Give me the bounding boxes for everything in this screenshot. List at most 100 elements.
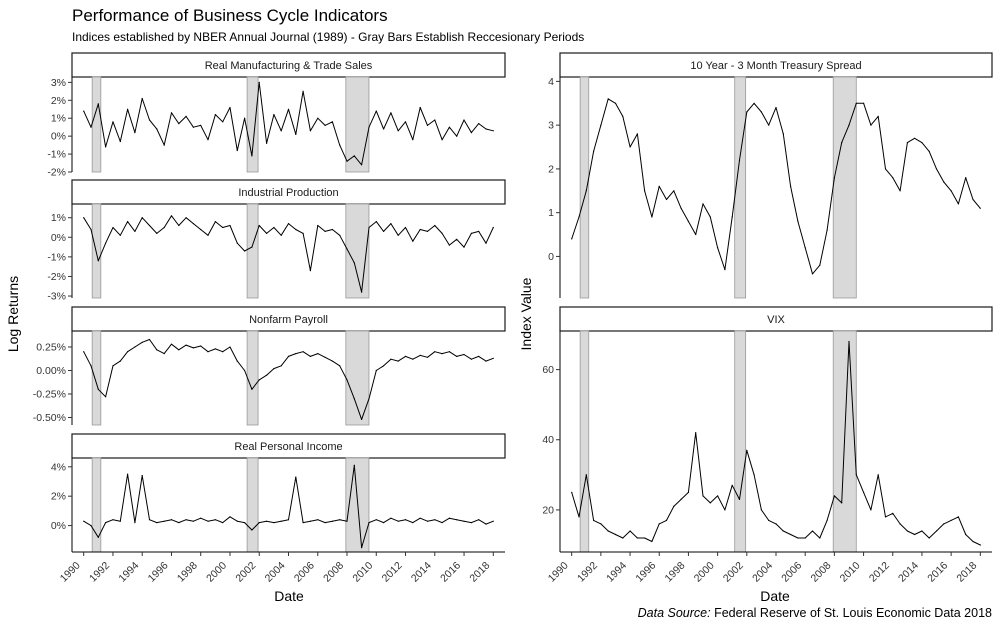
data-point (775, 523, 777, 525)
data-point (236, 520, 238, 522)
series-line (83, 215, 494, 293)
data-point (892, 177, 894, 179)
data-point (207, 234, 209, 236)
data-point (383, 522, 385, 524)
recession-bar (246, 457, 259, 553)
data-point (339, 144, 341, 146)
data-point (244, 250, 246, 252)
y-tick-label: -3% (47, 291, 66, 303)
right-y-axis-title: Index Value (518, 277, 534, 350)
data-point (346, 520, 348, 522)
data-point (965, 177, 967, 179)
data-point (353, 155, 355, 157)
data-point (346, 379, 348, 381)
y-tick-label: -0.50% (33, 412, 66, 424)
data-point (112, 365, 114, 367)
data-point (914, 137, 916, 139)
data-point (141, 97, 143, 100)
data-point (724, 509, 726, 511)
data-point (346, 160, 348, 162)
panel-1: Real Manufacturing & Trade Sales -2% -1% 0%… (47, 52, 506, 179)
data-point (972, 540, 974, 543)
panel-strip-title: Real Manufacturing & Trade Sales (205, 60, 373, 72)
data-point (266, 374, 268, 376)
data-point (441, 522, 443, 524)
x-tick-label: 2010 (838, 560, 863, 585)
data-point (339, 365, 341, 367)
data-point (419, 354, 421, 356)
data-point (658, 185, 660, 187)
data-point (244, 369, 246, 372)
series-line (83, 81, 494, 166)
data-point (156, 232, 158, 234)
data-point (163, 226, 165, 229)
data-point (441, 232, 443, 234)
data-point (492, 357, 494, 359)
data-point (185, 217, 187, 219)
data-point (950, 519, 952, 522)
data-point (629, 146, 631, 148)
y-tick-label: -2% (47, 271, 66, 283)
data-point (156, 128, 158, 130)
data-point (855, 102, 857, 104)
panel-strip-title: 10 Year - 3 Month Treasury Spread (690, 60, 861, 72)
data-point (346, 248, 348, 250)
data-point (200, 345, 202, 347)
data-point (775, 107, 777, 109)
data-point (811, 530, 814, 532)
panel-strip-title: Industrial Production (238, 187, 338, 199)
data-point (571, 238, 573, 240)
y-tick-label: 3% (51, 77, 66, 89)
caption: Data Source: Federal Reserve of St. Loui… (638, 606, 992, 620)
data-point (470, 232, 472, 234)
data-point (768, 519, 770, 522)
data-point (331, 121, 333, 123)
data-point (585, 474, 587, 476)
x-tick-label: 2004 (263, 560, 288, 585)
data-point (383, 128, 385, 130)
data-point (390, 517, 392, 519)
data-point (295, 228, 297, 231)
data-point (790, 185, 792, 187)
data-point (607, 98, 609, 100)
data-point (412, 139, 414, 141)
data-point (957, 203, 960, 205)
panel-5: 10 Year - 3 Month Treasury Spread 0 1 2 3 4 (548, 52, 993, 299)
data-point (738, 159, 741, 161)
data-point (914, 533, 916, 536)
data-point (470, 522, 472, 524)
data-point (470, 358, 472, 360)
data-point (426, 230, 429, 232)
data-point (170, 112, 173, 114)
data-point (441, 353, 443, 355)
x-tick-label: 1992 (87, 560, 112, 585)
data-point (456, 519, 458, 521)
data-point (83, 520, 85, 522)
caption-source-text: Federal Reserve of St. Louis Economic Da… (711, 606, 992, 620)
data-point (383, 230, 385, 232)
data-point (383, 365, 385, 367)
data-point (928, 150, 930, 152)
data-point (287, 108, 290, 110)
y-tick-label: 2% (51, 95, 66, 107)
data-point (302, 90, 304, 92)
data-point (222, 226, 224, 229)
data-point (412, 240, 414, 242)
data-point (331, 520, 333, 522)
panel-strip-title: Nonfarm Payroll (249, 314, 328, 326)
data-point (404, 226, 407, 229)
data-point (105, 522, 107, 524)
data-point (702, 495, 704, 497)
data-point (448, 351, 450, 353)
data-point (295, 476, 297, 478)
data-point (119, 140, 121, 143)
data-point (434, 351, 436, 353)
data-point (200, 517, 202, 519)
data-point (148, 519, 151, 521)
data-point (258, 224, 260, 227)
data-point (280, 520, 282, 522)
data-point (855, 474, 857, 476)
data-point (709, 502, 711, 504)
data-point (390, 358, 392, 360)
data-point (950, 190, 952, 192)
